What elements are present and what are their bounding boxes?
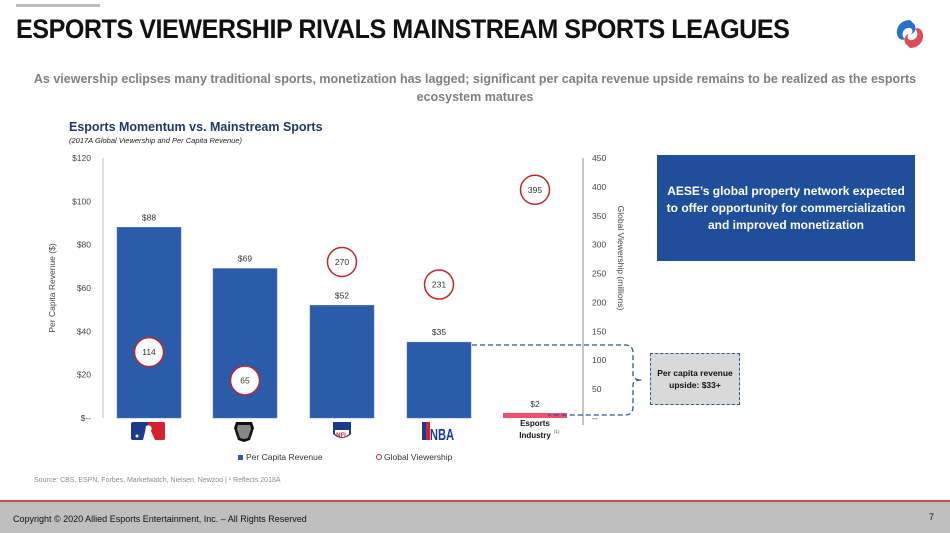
y2-tick-label: 400 (592, 182, 606, 192)
upside-bracket (472, 344, 643, 416)
bar-value-label: $2 (530, 399, 540, 409)
info-callout-box: AESE’s global property network expected … (657, 155, 915, 261)
y-tick-label: $-- (81, 413, 92, 423)
bar-mlb (116, 227, 182, 419)
y2-axis-label: Global Viewership (millions) (616, 206, 626, 311)
viewership-marker (423, 269, 455, 300)
y-axis-label: Per Capita Revenue ($) (47, 243, 57, 332)
page-number: 7 (928, 512, 934, 522)
viewership-value-label: 231 (432, 280, 446, 290)
bar-nba (406, 341, 472, 419)
y2-tick-label: 200 (592, 297, 606, 307)
slide-subtitle: As viewership eclipses many traditional … (33, 72, 917, 104)
source-note: Source: CBS, ESPN, Forbes, Marketwatch, … (34, 477, 281, 484)
chart-title: Esports Momentum vs. Mainstream Sports (69, 120, 323, 134)
viewership-value-label: 395 (528, 185, 542, 195)
legend-label: Global Viewership (384, 452, 453, 462)
viewership-marker (229, 365, 261, 396)
y2-tick-label: 450 (592, 153, 606, 163)
chart-subtitle: (2017A Global Viewership and Per Capita … (69, 136, 243, 145)
legend-per-capita-revenue: Per Capita Revenue (238, 452, 323, 462)
bar-value-label: $35 (432, 327, 446, 337)
category-label-esports: Esports (520, 419, 550, 428)
viewership-marker (519, 174, 551, 206)
allied-esports-logo-icon (896, 20, 924, 48)
viewership-value-label: 114 (142, 347, 156, 357)
viewership-marker (326, 246, 358, 278)
viewership-marker (133, 336, 165, 368)
nhl-logo-icon (234, 422, 254, 442)
legend-global-viewership: Global Viewership (376, 452, 452, 462)
footer-divider (0, 500, 950, 502)
y-tick-label: $80 (77, 240, 91, 250)
legend-circle-icon (376, 454, 382, 460)
nfl-logo-text: NFL (336, 433, 348, 439)
y2-tick-label: 300 (592, 240, 606, 250)
y-tick-label: $100 (72, 196, 91, 206)
y-tick-label: $60 (77, 283, 91, 293)
legend-square-icon (238, 454, 243, 460)
footnote-marker: (1) (554, 429, 560, 434)
upside-callout-box: Per capita revenue upside: $33+ (650, 353, 740, 405)
viewership-value-label: 270 (335, 257, 349, 267)
mlb-logo-icon (131, 422, 165, 440)
bar-value-label: $52 (335, 290, 349, 300)
nba-logo-text: NBA (430, 425, 454, 444)
y-tick-label: $120 (72, 153, 91, 163)
slide-title: ESPORTS VIEWERSHIP RIVALS MAINSTREAM SPO… (16, 14, 790, 44)
viewership-value-label: 65 (240, 375, 250, 385)
y2-tick-label: -- (592, 413, 598, 423)
y2-tick-label: 250 (592, 269, 606, 279)
nfl-logo-icon: NFL (333, 422, 351, 439)
nba-logo-icon: NBA (422, 422, 454, 443)
y2-tick-label: 50 (592, 384, 602, 394)
y2-tick-label: 350 (592, 211, 606, 221)
bar-nfl (309, 305, 375, 419)
top-accent-bar (16, 4, 100, 7)
bar-value-label: $69 (238, 254, 252, 264)
bar-value-label: $88 (142, 212, 156, 222)
bar-esports (503, 413, 567, 418)
y2-tick-label: 100 (592, 355, 606, 365)
y-tick-label: $40 (77, 326, 91, 336)
y-tick-label: $20 (77, 370, 91, 380)
footer-bar: Copyright © 2020 Allied Esports Entertai… (0, 502, 950, 533)
copyright-text: Copyright © 2020 Allied Esports Entertai… (13, 514, 307, 524)
y2-tick-label: 150 (592, 326, 606, 336)
legend-label: Per Capita Revenue (246, 452, 323, 462)
category-label-esports-line2: Industry (519, 431, 551, 440)
